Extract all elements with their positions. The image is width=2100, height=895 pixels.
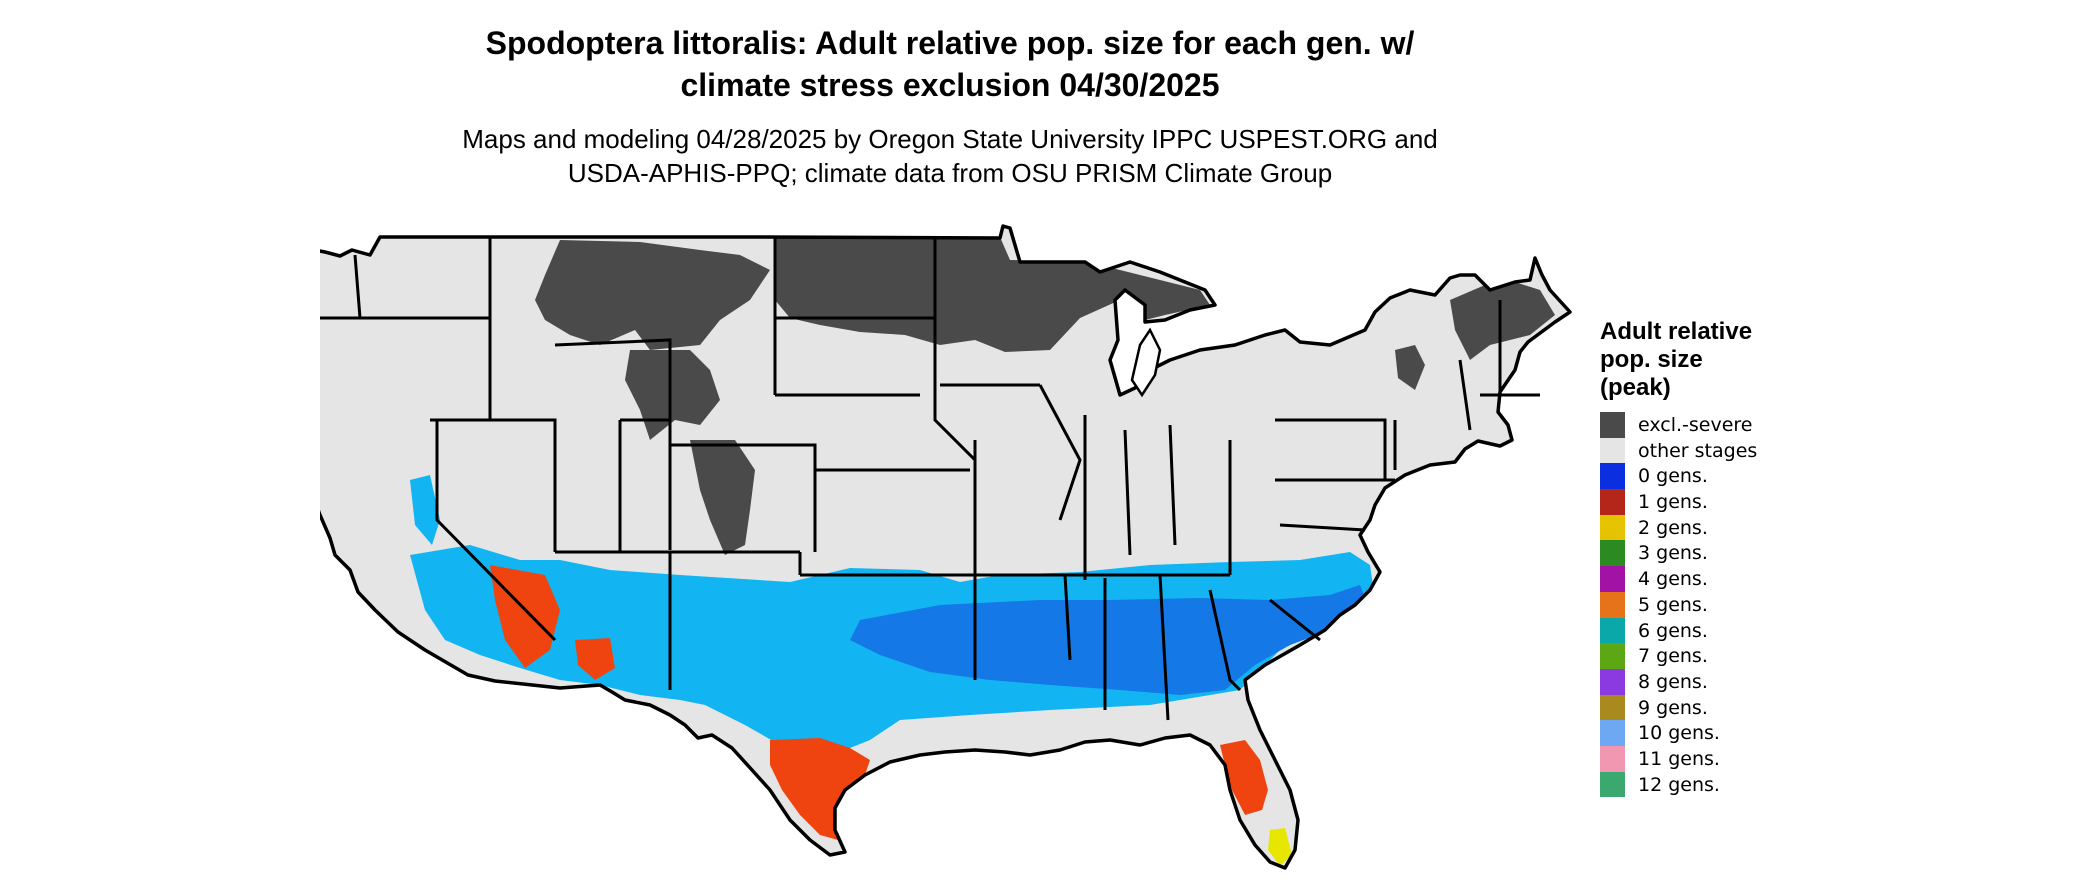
legend-item: excl.-severe: [1600, 412, 1860, 438]
legend-item: 4 gens.: [1600, 566, 1860, 592]
zone-red-south-texas: [770, 738, 870, 840]
legend: Adult relative pop. size (peak) excl.-se…: [1600, 318, 1860, 798]
state-border: [1208, 589, 1242, 692]
legend-item: 8 gens.: [1600, 668, 1860, 695]
zone-yellow-keys: [1268, 828, 1292, 866]
legend-label: 12 gens.: [1638, 773, 1720, 796]
map-title: Spodoptera littoralis: Adult relative po…: [0, 22, 1900, 106]
state-border: [1458, 359, 1472, 431]
zone-red-florida: [1220, 740, 1268, 815]
legend-item: 11 gens.: [1600, 745, 1860, 772]
legend-item: 0 gens.: [1600, 463, 1860, 490]
legend-label: 9 gens.: [1638, 696, 1708, 719]
state-border: [435, 420, 557, 642]
legend-item: 6 gens.: [1600, 617, 1860, 644]
legend-item: 2 gens.: [1600, 514, 1860, 541]
state-border: [1279, 523, 1366, 532]
legend-swatch: [1600, 617, 1625, 644]
lake-michigan: [1130, 327, 1162, 398]
zone-excluded-adirondacks: [1395, 345, 1425, 390]
state-border: [430, 418, 557, 552]
title-line-1: Spodoptera littoralis: Adult relative po…: [485, 25, 1415, 61]
legend-label: 8 gens.: [1638, 670, 1708, 693]
legend-swatch: [1600, 668, 1625, 695]
state-border: [1269, 598, 1321, 642]
legend-title-line-3: (peak): [1600, 374, 1671, 401]
legend-label: 6 gens.: [1638, 619, 1708, 642]
state-border: [1123, 429, 1132, 556]
legend-swatch: [1600, 694, 1625, 721]
subtitle-line-1: Maps and modeling 04/28/2025 by Oregon S…: [462, 124, 1438, 154]
legend-swatch: [1600, 540, 1625, 567]
legend-swatch: [1600, 489, 1625, 515]
legend-label: 0 gens.: [1638, 465, 1708, 488]
us-map: [320, 224, 1572, 870]
legend-label: 4 gens.: [1638, 568, 1708, 591]
legend-item: 7 gens.: [1600, 643, 1860, 669]
legend-item: 12 gens.: [1600, 771, 1860, 798]
legend-item: 10 gens.: [1600, 720, 1860, 746]
legend-label: excl.-severe: [1638, 414, 1753, 436]
legend-item: 3 gens.: [1600, 540, 1860, 567]
legend-title: Adult relative pop. size (peak): [1600, 318, 1860, 402]
legend-title-line-2: pop. size: [1600, 346, 1703, 373]
subtitle-line-2: USDA-APHIS-PPQ; climate data from OSU PR…: [567, 158, 1333, 188]
legend-items: excl.-severe other stages 0 gens. 1 gens. 2 …: [1600, 412, 1860, 798]
legend-item: 1 gens.: [1600, 489, 1860, 515]
map-zones: [410, 237, 1555, 866]
legend-item: 5 gens.: [1600, 591, 1860, 618]
title-line-2: climate stress exclusion 04/30/2025: [680, 67, 1220, 103]
national-border: [320, 224, 1572, 870]
state-border: [670, 443, 817, 552]
legend-swatch: [1600, 437, 1625, 464]
legend-swatch: [1600, 514, 1625, 541]
legend-label: 11 gens.: [1638, 747, 1720, 770]
legend-swatch: [1600, 720, 1625, 746]
zone-excluded-new-england: [1450, 282, 1555, 360]
legend-swatch: [1600, 771, 1625, 798]
zone-mid-blue-southeast: [850, 585, 1370, 695]
legend-label: 5 gens.: [1638, 593, 1708, 616]
state-border: [1038, 384, 1082, 521]
state-border: [1168, 424, 1177, 546]
legend-label: 1 gens.: [1638, 491, 1708, 514]
zone-red-arizona: [575, 638, 615, 680]
map-subtitle: Maps and modeling 04/28/2025 by Oregon S…: [0, 122, 1900, 190]
zone-excluded-northern-rockies: [535, 240, 770, 350]
state-border: [353, 254, 362, 319]
legend-swatch: [1600, 463, 1625, 490]
legend-label: 3 gens.: [1638, 542, 1708, 565]
legend-swatch: [1600, 412, 1625, 438]
zone-excluded-colorado: [690, 440, 755, 555]
legend-item: other stages: [1600, 437, 1860, 464]
legend-label: 7 gens.: [1638, 645, 1708, 668]
legend-label: 2 gens.: [1638, 516, 1708, 539]
state-border: [1158, 574, 1170, 721]
legend-swatch: [1600, 591, 1625, 618]
legend-swatch: [1600, 745, 1625, 772]
legend-swatch: [1600, 566, 1625, 592]
legend-item: 9 gens.: [1600, 694, 1860, 721]
zone-light-blue-central-valley: [410, 475, 440, 545]
zone-excluded-wyoming: [625, 350, 720, 440]
legend-swatch: [1600, 643, 1625, 669]
legend-title-line-1: Adult relative: [1600, 318, 1753, 345]
state-border: [1275, 418, 1387, 480]
legend-label: other stages: [1638, 439, 1758, 462]
legend-label: 10 gens.: [1638, 722, 1720, 745]
